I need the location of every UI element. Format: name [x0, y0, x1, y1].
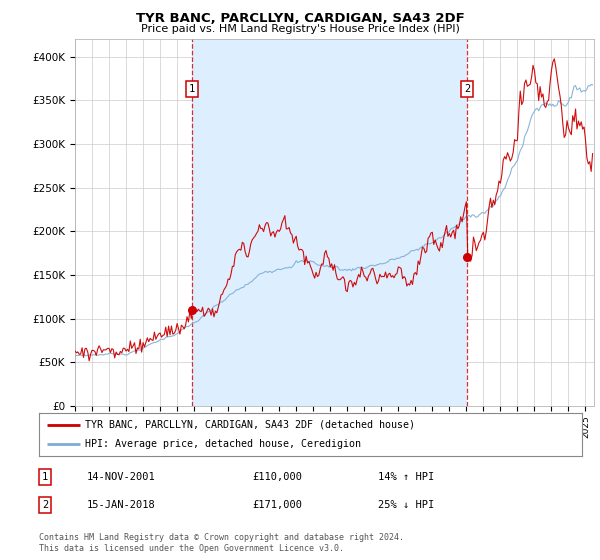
Text: 2: 2 [464, 84, 470, 94]
Bar [192, 39, 467, 406]
Text: 1: 1 [42, 472, 48, 482]
Text: HPI: Average price, detached house, Ceredigion: HPI: Average price, detached house, Cere… [85, 439, 361, 449]
Text: 14% ↑ HPI: 14% ↑ HPI [378, 472, 434, 482]
Text: 14-NOV-2001: 14-NOV-2001 [87, 472, 156, 482]
Text: 25% ↓ HPI: 25% ↓ HPI [378, 500, 434, 510]
Text: 2: 2 [42, 500, 48, 510]
Text: £171,000: £171,000 [252, 500, 302, 510]
Text: TYR BANC, PARCLLYN, CARDIGAN, SA43 2DF (detached house): TYR BANC, PARCLLYN, CARDIGAN, SA43 2DF (… [85, 420, 415, 430]
Text: Contains HM Land Registry data © Crown copyright and database right 2024.
This d: Contains HM Land Registry data © Crown c… [39, 533, 404, 553]
Text: £110,000: £110,000 [252, 472, 302, 482]
Text: 15-JAN-2018: 15-JAN-2018 [87, 500, 156, 510]
Text: Price paid vs. HM Land Registry's House Price Index (HPI): Price paid vs. HM Land Registry's House … [140, 24, 460, 34]
Text: 1: 1 [189, 84, 195, 94]
Text: TYR BANC, PARCLLYN, CARDIGAN, SA43 2DF: TYR BANC, PARCLLYN, CARDIGAN, SA43 2DF [136, 12, 464, 25]
